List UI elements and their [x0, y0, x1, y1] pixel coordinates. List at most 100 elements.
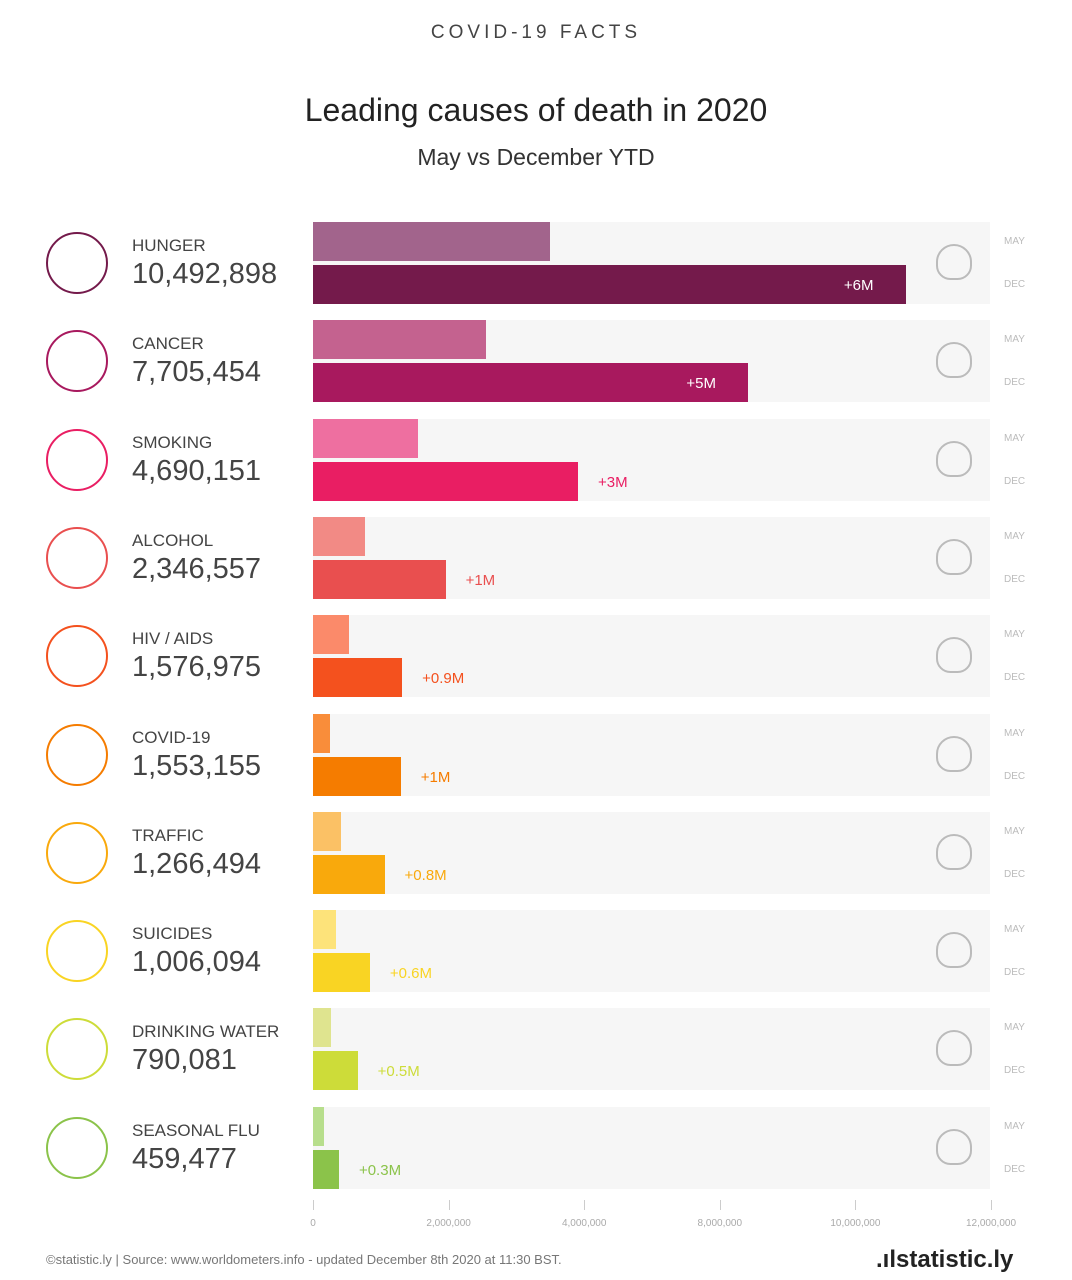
category-label: DRINKING WATER: [132, 1022, 280, 1042]
x-tick: [855, 1200, 857, 1210]
dec-label: DEC: [1004, 672, 1026, 684]
category-label: SUICIDES: [132, 924, 213, 944]
x-tick-label: 0: [310, 1218, 316, 1229]
dec-label: DEC: [1004, 1065, 1026, 1077]
wine-glass-icon: [46, 526, 108, 589]
bar-may: [313, 910, 337, 950]
virus-icon: [46, 723, 108, 786]
dec-label: DEC: [1004, 1163, 1026, 1175]
x-tick-label: 8,000,000: [697, 1218, 743, 1229]
total-value: 1,576,975: [132, 651, 262, 684]
category-label: SMOKING: [132, 432, 213, 452]
chart-subtitle: May vs December YTD: [417, 144, 655, 170]
bar-dec: [313, 265, 906, 304]
wheat-icon: [46, 232, 108, 294]
skull-icon: [936, 637, 972, 674]
category-label: COVID-19: [132, 727, 211, 747]
total-value: 2,346,557: [132, 552, 262, 585]
bar-dec: [313, 1149, 339, 1189]
bar-may: [313, 516, 365, 556]
category-label: HIV / AIDS: [132, 629, 214, 649]
total-value: 1,006,094: [132, 946, 262, 979]
diff-label: +1M: [420, 768, 451, 786]
dec-label: DEC: [1004, 770, 1026, 782]
may-label: MAY: [1004, 924, 1025, 936]
total-value: 1,553,155: [132, 749, 262, 782]
may-label: MAY: [1004, 1120, 1025, 1132]
category-label: CANCER: [132, 334, 204, 354]
bar-may: [313, 713, 330, 753]
skull-icon: [936, 440, 972, 477]
may-label: MAY: [1004, 530, 1025, 542]
dec-label: DEC: [1004, 967, 1026, 979]
dec-label: DEC: [1004, 279, 1026, 290]
x-tick: [448, 1200, 450, 1210]
row-background: [313, 1106, 990, 1189]
skull-icon: [936, 244, 972, 280]
dec-label: DEC: [1004, 868, 1026, 880]
bar-dec: [313, 953, 370, 993]
may-label: MAY: [1004, 825, 1025, 837]
bar-dec: [313, 559, 446, 599]
skull-icon: [936, 735, 972, 772]
bar-dec: [313, 461, 578, 501]
diff-label: +5M: [686, 375, 716, 393]
cigarette-icon: [46, 428, 108, 491]
dec-label: DEC: [1004, 475, 1026, 487]
row-background: [313, 1008, 990, 1091]
may-label: MAY: [1004, 432, 1025, 444]
row-background: [313, 811, 990, 894]
total-value: 459,477: [132, 1142, 237, 1175]
bar-dec: [313, 363, 749, 403]
diff-label: +6M: [843, 277, 874, 294]
may-label: MAY: [1004, 236, 1025, 247]
may-label: MAY: [1004, 629, 1025, 641]
row-background: [313, 713, 990, 796]
syringe-icon: [46, 625, 108, 688]
water-drop-icon: [46, 1018, 108, 1081]
sad-face-icon: [46, 920, 108, 983]
x-tick-label: 12,000,000: [965, 1218, 1017, 1229]
x-tick: [584, 1200, 586, 1210]
diff-label: +0.5M: [377, 1063, 420, 1081]
diff-label: +0.6M: [389, 965, 432, 983]
x-tick: [313, 1200, 314, 1210]
skull-icon: [936, 932, 972, 969]
skull-icon: [936, 1030, 972, 1067]
skull-icon: [936, 1128, 972, 1165]
category-label: SEASONAL FLU: [132, 1120, 260, 1140]
diff-label: +0.9M: [422, 670, 465, 688]
statistic-logo: .ılstatistic.ly: [876, 1246, 1014, 1273]
dna-icon: [46, 330, 108, 393]
kicker: COVID-19 FACTS: [430, 22, 642, 43]
bar-dec: [313, 756, 401, 796]
diff-label: +0.3M: [358, 1161, 402, 1179]
category-label: HUNGER: [132, 236, 206, 255]
may-label: MAY: [1004, 727, 1025, 739]
total-value: 790,081: [132, 1044, 237, 1077]
bar-may: [313, 811, 342, 851]
dec-label: DEC: [1004, 377, 1026, 389]
x-tick: [991, 1200, 992, 1210]
skull-icon: [936, 833, 972, 870]
skull-icon: [936, 538, 972, 575]
total-value: 4,690,151: [132, 454, 262, 487]
may-label: MAY: [1004, 1022, 1025, 1034]
total-value: 7,705,454: [132, 356, 262, 389]
bar-dec: [313, 1051, 358, 1091]
dec-label: DEC: [1004, 573, 1026, 585]
source-footer: ©statistic.ly | Source: www.worldometers…: [46, 1252, 562, 1267]
bar-dec: [313, 854, 385, 894]
bar-may: [313, 418, 419, 458]
x-tick: [719, 1200, 721, 1210]
bar-may: [313, 615, 350, 655]
category-label: TRAFFIC: [132, 825, 204, 845]
category-label: ALCOHOL: [132, 530, 214, 550]
chart-title: Leading causes of death in 2020: [304, 92, 768, 128]
row-background: [313, 615, 990, 698]
may-label: MAY: [1004, 334, 1025, 346]
bar-may: [313, 320, 486, 360]
bar-may: [313, 1008, 332, 1048]
x-tick-label: 2,000,000: [426, 1218, 471, 1229]
x-tick-label: 10,000,000: [830, 1218, 881, 1229]
